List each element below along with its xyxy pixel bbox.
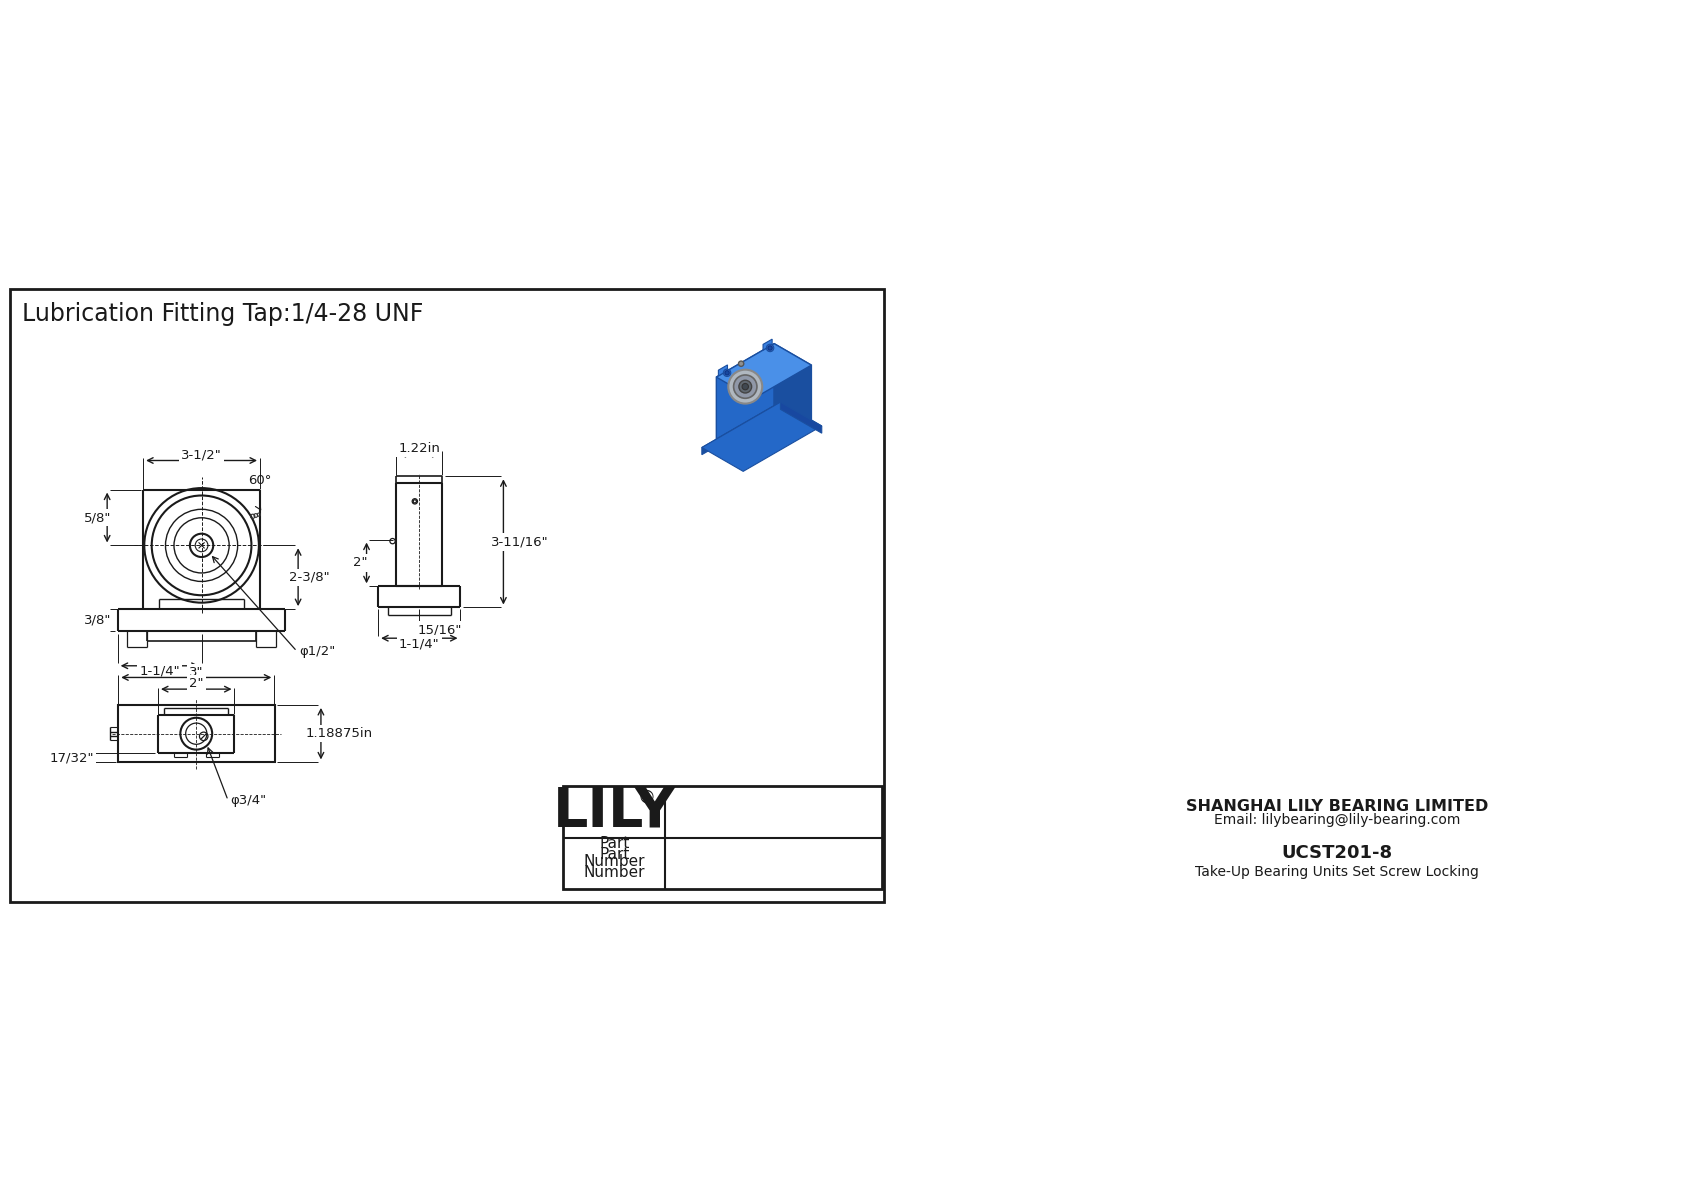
Text: 3": 3" — [189, 666, 204, 679]
Polygon shape — [775, 344, 812, 428]
Circle shape — [743, 384, 748, 389]
Bar — [118, 705, 274, 762]
Text: Part
Number: Part Number — [584, 836, 645, 868]
Text: 1-1/4": 1-1/4" — [399, 637, 440, 650]
Text: 17/32": 17/32" — [49, 752, 94, 765]
Polygon shape — [716, 344, 812, 399]
Circle shape — [739, 380, 751, 393]
Text: 3-1/2": 3-1/2" — [182, 449, 222, 462]
Text: 3-11/16": 3-11/16" — [490, 536, 547, 548]
Polygon shape — [702, 403, 822, 472]
Text: 3/8": 3/8" — [84, 613, 111, 626]
Text: 15/16": 15/16" — [418, 623, 461, 636]
Text: ®: ® — [638, 788, 655, 806]
Circle shape — [768, 345, 773, 350]
Text: 2": 2" — [189, 678, 204, 691]
Circle shape — [724, 370, 729, 375]
Text: LILY: LILY — [552, 785, 675, 838]
Text: 1-1/4": 1-1/4" — [140, 665, 180, 678]
Text: Lubrication Fitting Tap:1/4-28 UNF: Lubrication Fitting Tap:1/4-28 UNF — [22, 303, 424, 326]
Polygon shape — [702, 403, 780, 455]
Text: UCST201-8: UCST201-8 — [1282, 844, 1393, 862]
Polygon shape — [719, 364, 727, 376]
Text: 60°: 60° — [248, 474, 271, 487]
Text: 2": 2" — [354, 556, 367, 569]
Circle shape — [724, 369, 731, 376]
Text: φ1/2": φ1/2" — [300, 646, 337, 657]
Circle shape — [734, 375, 756, 398]
Bar — [564, 786, 882, 890]
Circle shape — [739, 361, 744, 367]
Text: φ3/4": φ3/4" — [231, 794, 266, 807]
Polygon shape — [716, 344, 775, 439]
Text: Email: lilybearing@lily-bearing.com: Email: lilybearing@lily-bearing.com — [1214, 813, 1460, 828]
Text: 1.18875in: 1.18875in — [306, 728, 374, 740]
Text: 2-3/8": 2-3/8" — [290, 570, 330, 584]
Text: 5/8": 5/8" — [84, 511, 111, 524]
Polygon shape — [780, 403, 822, 434]
Circle shape — [727, 369, 763, 404]
Text: Take-Up Bearing Units Set Screw Locking: Take-Up Bearing Units Set Screw Locking — [1196, 865, 1479, 879]
Text: SHANGHAI LILY BEARING LIMITED: SHANGHAI LILY BEARING LIMITED — [1186, 799, 1489, 815]
Circle shape — [766, 344, 773, 351]
Polygon shape — [763, 339, 773, 350]
Text: Part
Number: Part Number — [584, 848, 645, 880]
Text: 1.22in: 1.22in — [397, 442, 440, 455]
